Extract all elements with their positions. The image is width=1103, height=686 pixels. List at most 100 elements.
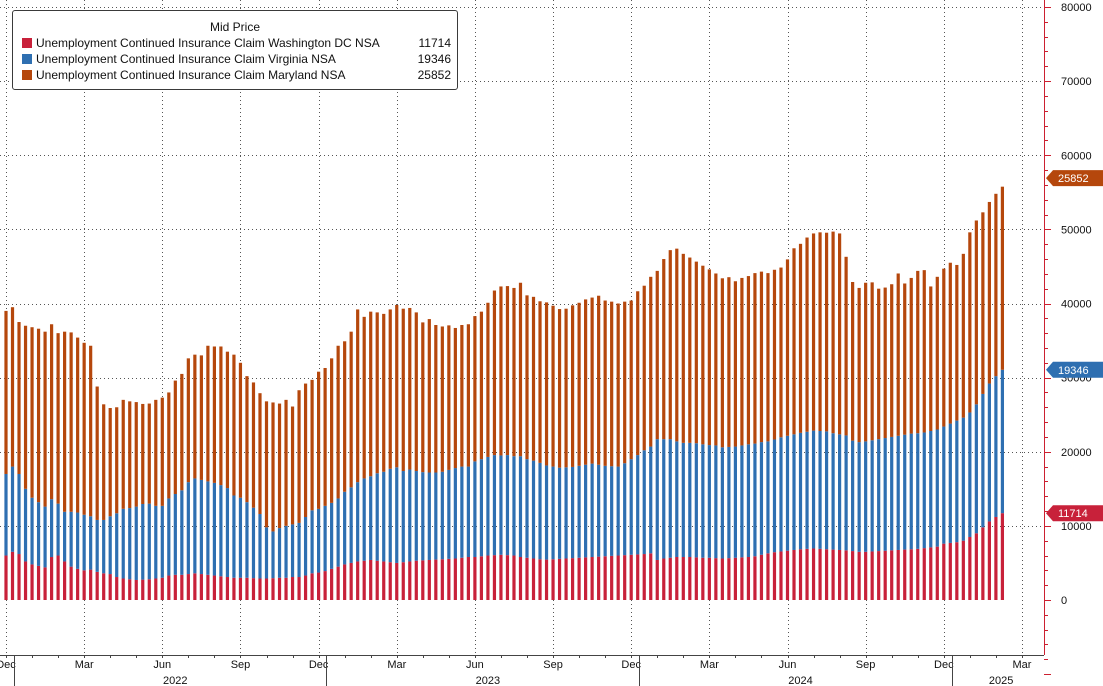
bar-segment-washington-dc [824,549,829,600]
x-year-label: 2025 [989,675,1013,686]
bar-segment-maryland [688,257,692,443]
bar-segment-washington-dc [955,542,959,600]
bar-segment-maryland [115,407,119,514]
bar-segment-virginia [492,455,497,556]
bar-segment-washington-dc [460,557,464,600]
bar-segment-virginia [935,429,939,547]
bar-segment-washington-dc [623,555,627,600]
bar-segment-maryland [10,307,15,467]
bar-segment-virginia [981,393,985,528]
bar-segment-washington-dc [570,558,575,600]
bar-segment-washington-dc [238,577,243,600]
bar-segment-maryland [219,346,223,486]
bar-segment-washington-dc [56,555,60,600]
bar-segment-virginia [798,432,803,550]
bar-segment-maryland [844,256,848,436]
bar-segment-washington-dc [473,557,477,600]
x-tick-label: Mar [1013,659,1032,671]
bar-segment-washington-dc [564,558,568,600]
bar-segment-virginia [369,476,373,560]
bar-segment-virginia [356,482,360,562]
bar-segment-washington-dc [557,558,562,600]
bar-segment-maryland [4,310,8,474]
bar-segment-virginia [330,502,334,569]
bar-segment-virginia [310,510,314,574]
bar-segment-virginia [219,485,223,577]
bar-segment-maryland [785,259,790,436]
bar-segment-virginia [76,512,80,569]
bar-segment-maryland [525,295,529,460]
bar-segment-maryland [167,392,171,499]
bar-segment-virginia [707,445,711,558]
bar-segment-virginia [577,465,581,558]
bar-segment-maryland [427,319,431,473]
bar-segment-maryland [733,281,737,447]
bar-segment-virginia [408,469,412,562]
bar-segment-virginia [277,528,282,578]
bar-segment-maryland [955,264,959,421]
bar-segment-washington-dc [82,570,86,600]
last-value-tag-label: 11714 [1058,508,1088,520]
bar-segment-maryland [43,331,47,507]
bar-segment-virginia [440,471,444,560]
bar-segment-maryland [388,309,392,469]
bar-segment-virginia [766,441,770,554]
bar-segment-maryland [584,299,588,465]
bar-segment-washington-dc [746,557,751,600]
bar-segment-maryland [356,309,360,483]
bar-segment-virginia [877,439,881,552]
bar-segment-washington-dc [798,549,803,600]
bar-segment-washington-dc [903,549,907,600]
bar-segment-washington-dc [264,578,269,600]
bar-segment-maryland [701,265,705,445]
bar-segment-virginia [629,459,633,555]
bar-segment-virginia [701,444,705,558]
bar-segment-maryland [909,277,913,434]
bar-segment-washington-dc [219,576,223,600]
bar-segment-virginia [154,505,158,579]
bar-segment-virginia [271,531,275,579]
bar-segment-maryland [877,288,881,440]
bar-segment-virginia [584,464,588,558]
bar-segment-maryland [323,367,327,506]
bar-segment-virginia [961,417,965,541]
bar-segment-maryland [890,284,894,437]
bar-segment-washington-dc [303,575,308,600]
bar-segment-washington-dc [375,560,379,600]
legend-value: 19346 [417,52,451,66]
bar-segment-washington-dc [629,554,633,600]
bar-segment-maryland [896,273,900,436]
bar-segment-washington-dc [603,556,607,600]
bar-segment-washington-dc [395,562,399,600]
y-tick-label: 20000 [1061,447,1092,459]
x-tick-label: Dec [934,659,954,671]
bar-segment-virginia [779,437,783,552]
bar-segment-virginia [818,431,822,549]
bar-segment-washington-dc [883,550,887,600]
bar-segment-washington-dc [584,557,588,600]
bar-segment-washington-dc [30,564,34,600]
bar-segment-maryland [746,276,751,445]
bar-segment-washington-dc [753,556,757,600]
y-tick-label: 80000 [1061,2,1092,14]
bar-segment-virginia [968,412,972,537]
bar-segment-virginia [212,482,216,576]
bar-segment-virginia [89,516,93,570]
bar-segment-virginia [245,502,249,578]
bar-segment-maryland [102,404,106,520]
x-year-label: 2023 [476,675,500,686]
bar-segment-washington-dc [427,559,431,600]
bar-segment-washington-dc [180,574,184,600]
bar-segment-virginia [238,497,243,578]
bar-segment-maryland [369,311,373,477]
bar-segment-virginia [792,434,796,550]
bar-segment-maryland [636,291,640,456]
bar-segment-virginia [746,444,751,558]
bar-segment-washington-dc [69,566,73,600]
bar-segment-virginia [141,504,145,580]
bar-segment-virginia [662,439,666,559]
bar-segment-maryland [238,362,243,498]
bar-segment-washington-dc [707,557,711,600]
x-tick-label: Dec [0,659,16,671]
